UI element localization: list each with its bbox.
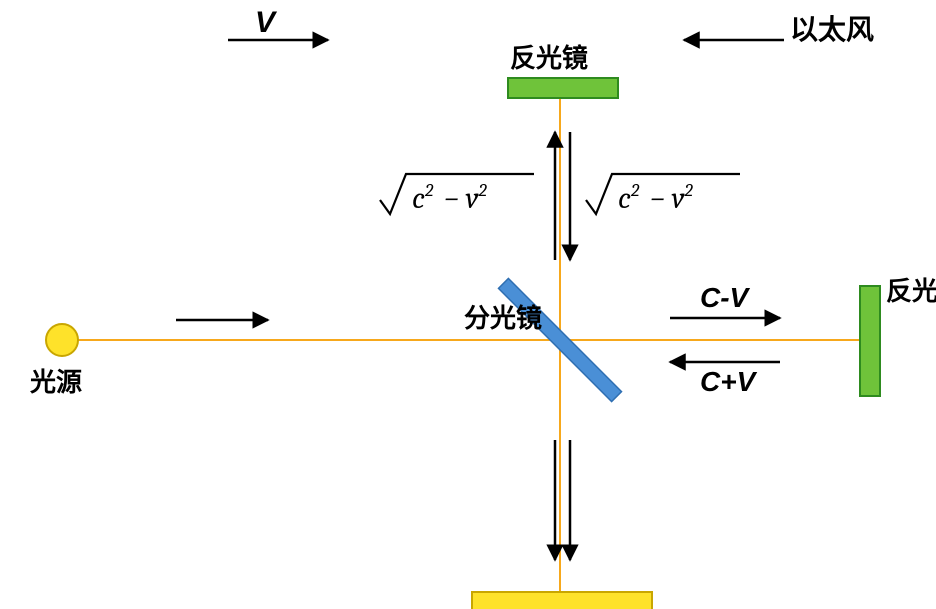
formula-sqrt-right: c2 − v2 [586,174,740,216]
detector [472,592,652,609]
source-label: 光源 [30,362,82,399]
splitter-label: 分光镜 [464,298,542,335]
formula-sqrt-left: c2 − v2 [380,174,534,216]
mirror-right-label: 反光镜 [886,278,917,305]
svg-text:c2 − v2: c2 − v2 [412,180,487,216]
etherwind-label: 以太风 [790,8,874,48]
c-plus-v-label: C+V [700,366,755,398]
v-label: V [255,6,275,40]
svg-text:c2 − v2: c2 − v2 [618,180,693,216]
c-minus-v-label: C-V [700,282,748,314]
mirror-right [860,286,880,396]
mirror-top-label: 反光镜 [510,38,588,75]
mirror-top [508,78,618,98]
light-source [46,324,78,356]
